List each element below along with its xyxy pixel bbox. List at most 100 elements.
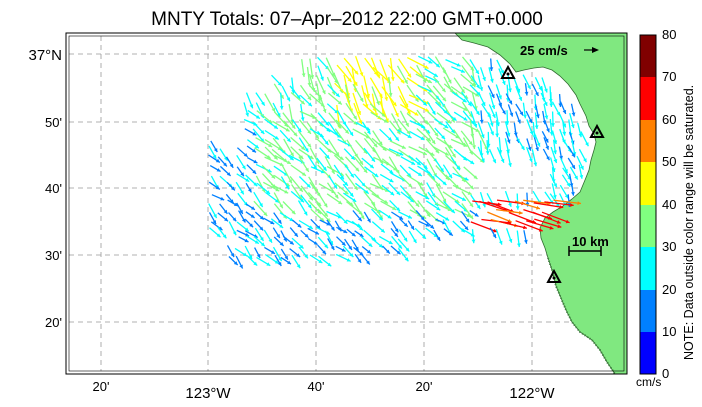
current-vector [372,66,392,84]
current-vector-head [309,196,313,201]
current-vector-head [216,233,221,238]
current-vector-head [286,97,290,102]
current-vector-head [388,137,392,141]
current-vector-head [279,204,283,209]
current-vector-head [343,219,348,224]
current-vector-head [556,220,561,224]
current-vector-head [380,228,385,233]
current-vector-head [419,182,424,186]
current-vector-head [436,206,441,211]
current-vector-head [245,232,250,237]
current-vector-head [353,121,358,125]
current-vector-head [254,144,259,149]
current-vector-head [404,103,409,108]
current-vector-head [538,86,542,91]
current-vector-head [247,188,252,193]
current-vector-head [559,205,564,209]
current-vector-head [339,156,344,160]
current-vector-head [404,79,408,84]
hf-radar-stations [500,64,605,283]
current-vector-head [361,182,366,187]
current-vector-head [335,93,340,97]
current-vector-head [297,223,302,228]
current-vector-head [397,127,402,132]
current-vector-head [448,174,452,179]
current-vector-head [355,167,360,172]
current-vector-head [268,238,272,243]
current-vector-head [460,69,465,73]
current-vector-head [251,206,255,210]
current-vector-head [353,186,358,190]
current-vector-head [271,250,275,254]
current-vector-head [352,198,357,202]
current-vector-head [482,77,486,81]
current-vector-head [473,123,478,128]
current-vector-head [304,148,309,153]
current-vector-head [398,244,402,249]
current-vector-head [245,178,250,182]
current-vector-head [546,156,550,161]
current-vector-head [470,120,475,125]
current-vector-head [535,147,539,151]
current-vector-head [300,100,305,105]
current-vector-head [469,185,474,190]
current-vector-head [506,139,511,144]
current-vector-head [502,110,506,115]
current-vector-head [376,101,380,105]
scale-arrow: 25 cm/s [520,43,599,58]
current-vector-head [564,169,568,174]
current-vector-head [367,218,371,223]
current-vector-head [259,203,263,207]
current-vector-head [544,115,549,120]
current-vectors [208,55,589,269]
current-vector-head [404,257,409,262]
current-vector-head [244,227,249,232]
current-vector-head [490,78,494,83]
current-vector-head [307,82,312,87]
current-vector-head [427,79,432,83]
current-vector-head [447,79,452,84]
current-vector [381,77,388,101]
current-vector-head [556,111,560,116]
current-vector-head [337,134,341,138]
current-vector [379,100,389,123]
current-vector-head [564,194,569,199]
current-vector-head [405,247,410,252]
current-vector-head [386,249,390,254]
current-vector-head [263,212,268,216]
current-vector-head [517,243,521,247]
current-vector-head [322,90,326,95]
current-vector-head [392,206,397,210]
station-marker-north [500,64,516,79]
current-vector-head [506,132,511,137]
current-vector-head [253,261,258,266]
current-vector-head [325,121,329,126]
colorbar-tick: 50 [662,154,676,169]
current-vector-head [476,205,481,209]
current-vector-head [425,223,430,227]
current-vector-head [358,120,363,125]
current-vector-head [475,128,480,132]
current-vector-head [284,189,289,194]
current-vector-head [216,168,221,172]
current-vector-head [394,228,399,233]
current-vector-head [395,152,400,157]
current-vector-head [260,138,265,143]
y-tick-label: 37°N [28,47,62,64]
current-vector-head [492,114,496,118]
current-vector-head [344,181,348,186]
current-vector [541,211,570,224]
current-vector-head [544,138,549,143]
current-vector-head [425,108,429,112]
current-vector-head [422,151,427,155]
current-vector-head [395,136,399,141]
current-vector-head [254,240,259,244]
current-vector-head [396,250,401,255]
current-vector-head [307,143,311,148]
current-vector-head [271,107,275,112]
current-vector-head [248,255,253,260]
colorbar-tick: 70 [662,69,676,84]
current-vector-head [410,225,415,230]
current-vector [523,199,551,205]
current-vector-head [343,229,348,233]
